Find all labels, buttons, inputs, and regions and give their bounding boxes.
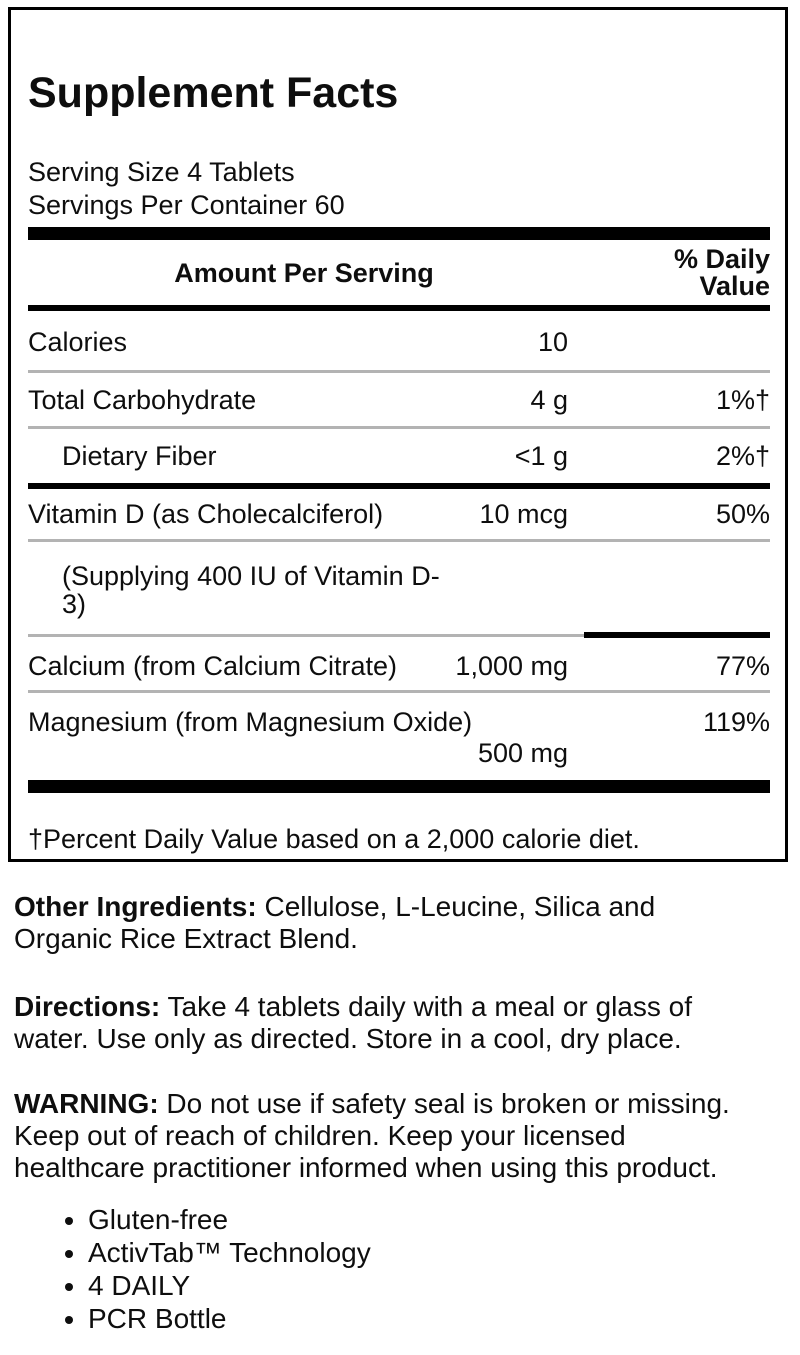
row-name: Total Carbohydrate <box>28 385 257 415</box>
thick-separator <box>28 483 770 489</box>
table-row-dietary-fiber: Dietary Fiber <1 g 2%† <box>28 429 770 483</box>
table-header: Amount Per Serving % Daily Value <box>28 246 770 300</box>
directions-text: Take 4 tablets daily with a meal or glas… <box>14 991 693 1054</box>
warning-section: WARNING: Do not use if safety seal is br… <box>14 1088 764 1184</box>
feature-item-gluten-free: Gluten-free <box>88 1206 760 1234</box>
other-ingredients-label: Other Ingredients: <box>14 891 257 922</box>
supplement-facts-panel: Supplement Facts Serving Size 4 Tablets … <box>8 7 788 862</box>
row-name: Calcium (from Calcium Citrate) <box>28 651 398 681</box>
thick-bar-top <box>28 227 770 240</box>
servings-per-container: Servings Per Container 60 <box>28 190 345 220</box>
feature-list: Gluten-free ActivTab™ Technology 4 DAILY… <box>0 1206 760 1338</box>
serving-info: Serving Size 4 Tablets Servings Per Cont… <box>28 156 770 222</box>
row-amount: 4 g <box>530 385 568 415</box>
row-name: (Supplying 400 IU of Vitamin D-3) <box>62 561 440 619</box>
row-daily-value <box>580 562 770 618</box>
directions-label: Directions: <box>14 991 161 1022</box>
panel-title: Supplement Facts <box>28 69 399 117</box>
table-row-magnesium: Magnesium (from Magnesium Oxide) 119% <box>28 693 770 736</box>
row-amount: 1,000 mg <box>455 651 568 681</box>
other-ingredients-section: Other Ingredients: Cellulose, L-Leucine,… <box>14 891 764 955</box>
thick-separator-segment <box>584 632 770 638</box>
header-rule <box>28 305 770 311</box>
row-daily-value: 2%† <box>715 441 770 471</box>
row-name: Calories <box>28 327 128 357</box>
feature-item-pcr-bottle: PCR Bottle <box>88 1305 760 1333</box>
table-row-calories: Calories 10 <box>28 311 770 370</box>
mixed-separator <box>28 632 770 638</box>
thin-separator <box>28 539 770 542</box>
row-daily-value: 50% <box>715 499 770 529</box>
row-daily-value: 77% <box>715 651 770 681</box>
thin-separator-segment <box>28 633 584 637</box>
row-amount: <1 g <box>514 441 568 471</box>
thin-separator <box>28 370 770 373</box>
thin-separator <box>28 426 770 429</box>
row-daily-value: 1%† <box>715 385 770 415</box>
row-amount: 10 mcg <box>479 499 568 529</box>
serving-size: Serving Size 4 Tablets <box>28 157 295 187</box>
row-name: Dietary Fiber <box>62 441 217 471</box>
table-row-calcium: Calcium (from Calcium Citrate) 1,000 mg … <box>28 638 770 690</box>
directions-section: Directions: Take 4 tablets daily with a … <box>14 991 764 1055</box>
daily-value-header: % Daily Value <box>673 244 770 301</box>
daily-value-footnote: †Percent Daily Value based on a 2,000 ca… <box>28 824 640 854</box>
row-name: Vitamin D (as Cholecalciferol) <box>28 499 384 529</box>
other-ingredients-text: Cellulose, L-Leucine, Silica and Organic… <box>14 891 656 954</box>
warning-text: Do not use if safety seal is broken or m… <box>14 1088 730 1183</box>
thick-bar-bottom <box>28 780 770 793</box>
row-name: Magnesium (from Magnesium Oxide) <box>28 707 473 737</box>
feature-item-activtab: ActivTab™ Technology <box>88 1239 760 1267</box>
row-amount-wrapped: 500 mg <box>477 738 568 768</box>
row-daily-value <box>580 328 770 356</box>
table-row-vitamin-d: Vitamin D (as Cholecalciferol) 10 mcg 50… <box>28 489 770 539</box>
row-amount <box>450 562 580 618</box>
row-daily-value: 119% <box>702 707 770 737</box>
table-row-total-carbohydrate: Total Carbohydrate 4 g 1%† <box>28 373 770 426</box>
row-amount: 10 <box>537 327 568 357</box>
thin-separator <box>28 690 770 693</box>
feature-item-4-daily: 4 DAILY <box>88 1272 760 1300</box>
table-row-supplying-note: (Supplying 400 IU of Vitamin D-3) <box>28 542 770 632</box>
amount-per-serving-header: Amount Per Serving <box>174 257 434 288</box>
warning-label: WARNING: <box>14 1088 159 1119</box>
